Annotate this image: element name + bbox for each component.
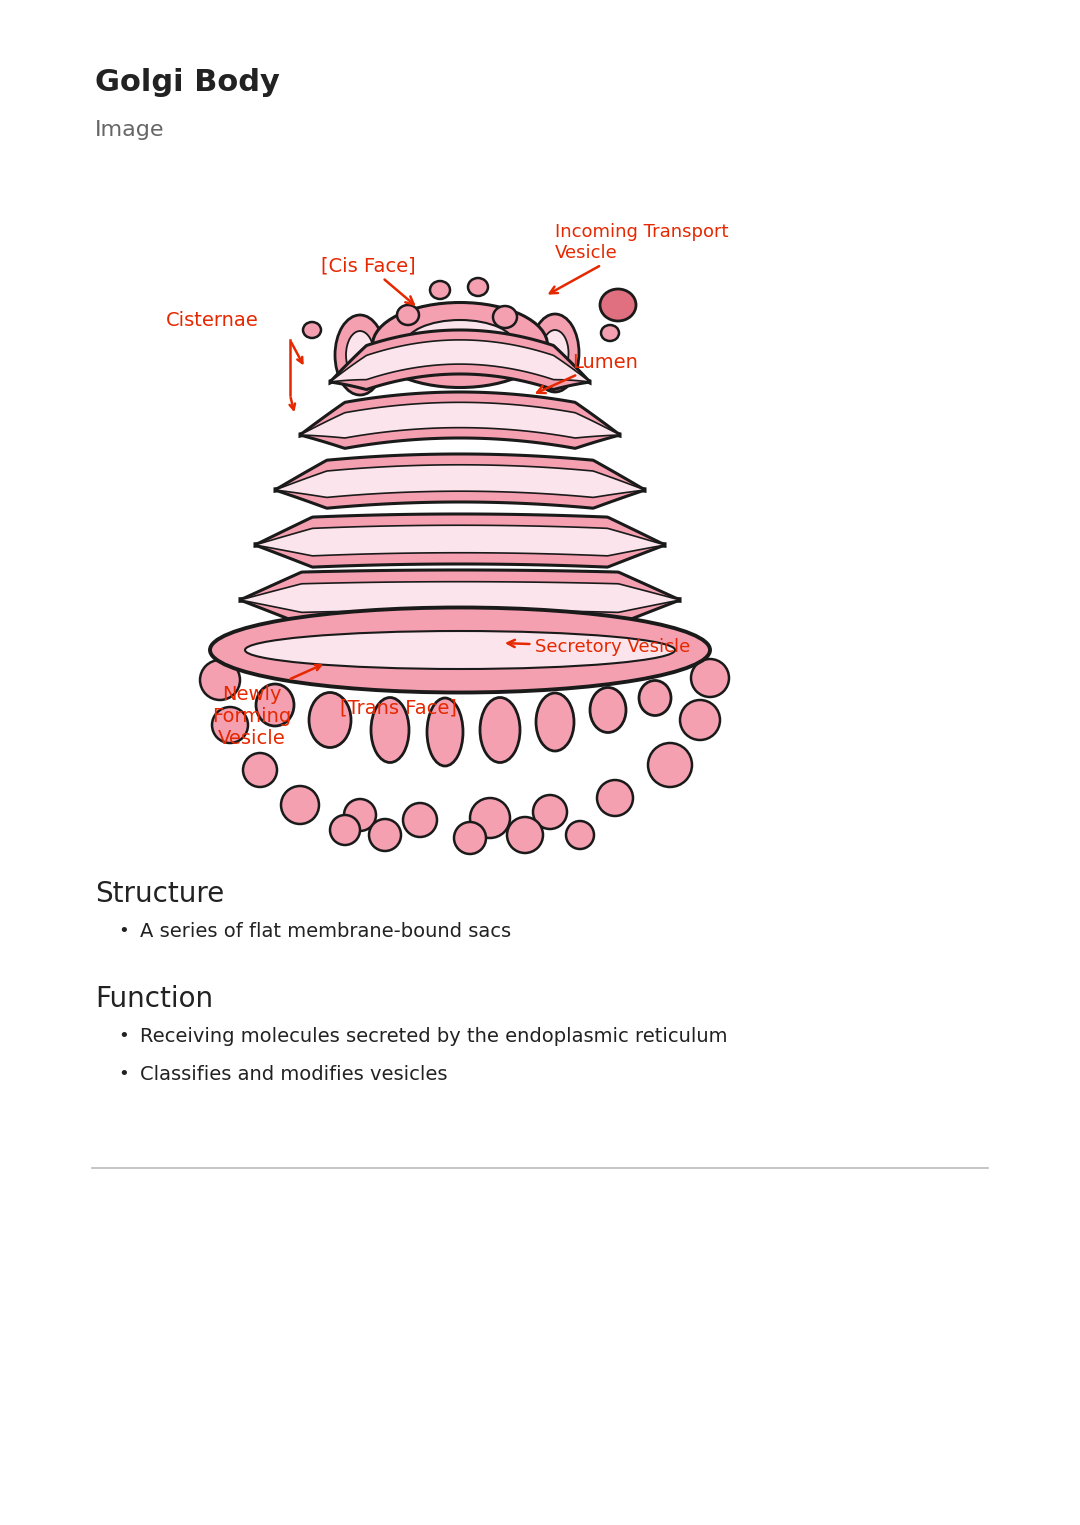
Text: Secretory Vesicle: Secretory Vesicle bbox=[508, 637, 690, 656]
Ellipse shape bbox=[680, 700, 720, 740]
Ellipse shape bbox=[492, 307, 517, 328]
Text: Newly
Forming
Vesicle: Newly Forming Vesicle bbox=[213, 685, 292, 747]
Ellipse shape bbox=[372, 697, 409, 762]
Polygon shape bbox=[275, 454, 645, 508]
Ellipse shape bbox=[590, 688, 626, 732]
Polygon shape bbox=[240, 570, 680, 624]
Ellipse shape bbox=[245, 631, 675, 669]
Polygon shape bbox=[330, 340, 590, 383]
Text: Classifies and modifies vesicles: Classifies and modifies vesicles bbox=[140, 1064, 447, 1084]
Ellipse shape bbox=[309, 692, 351, 747]
Polygon shape bbox=[300, 403, 620, 438]
Ellipse shape bbox=[454, 822, 486, 854]
Ellipse shape bbox=[480, 697, 519, 762]
Ellipse shape bbox=[403, 804, 437, 837]
Polygon shape bbox=[255, 514, 665, 567]
Ellipse shape bbox=[281, 785, 319, 824]
Text: Lumen: Lumen bbox=[537, 352, 638, 393]
Polygon shape bbox=[300, 392, 620, 448]
Ellipse shape bbox=[397, 305, 419, 325]
Text: Incoming Transport
Vesicle: Incoming Transport Vesicle bbox=[550, 223, 729, 293]
Ellipse shape bbox=[507, 817, 543, 852]
Text: Receiving molecules secreted by the endoplasmic reticulum: Receiving molecules secreted by the endo… bbox=[140, 1026, 728, 1046]
Text: A series of flat membrane-bound sacs: A series of flat membrane-bound sacs bbox=[140, 923, 511, 941]
Ellipse shape bbox=[330, 814, 360, 845]
Ellipse shape bbox=[345, 799, 376, 831]
Polygon shape bbox=[240, 581, 680, 613]
Ellipse shape bbox=[468, 278, 488, 296]
Text: Structure: Structure bbox=[95, 880, 225, 907]
Text: •: • bbox=[118, 1026, 129, 1045]
Text: Golgi Body: Golgi Body bbox=[95, 69, 280, 98]
Ellipse shape bbox=[369, 819, 401, 851]
Ellipse shape bbox=[373, 302, 548, 387]
Ellipse shape bbox=[566, 820, 594, 849]
Ellipse shape bbox=[639, 680, 671, 715]
Ellipse shape bbox=[531, 314, 579, 392]
Ellipse shape bbox=[600, 325, 619, 342]
Text: Cisternae: Cisternae bbox=[165, 311, 258, 329]
Ellipse shape bbox=[212, 708, 248, 743]
Text: Image: Image bbox=[95, 120, 164, 140]
Polygon shape bbox=[330, 329, 590, 389]
Ellipse shape bbox=[541, 329, 568, 377]
Ellipse shape bbox=[597, 779, 633, 816]
Ellipse shape bbox=[648, 743, 692, 787]
Ellipse shape bbox=[335, 316, 384, 395]
Ellipse shape bbox=[405, 320, 515, 371]
Ellipse shape bbox=[303, 322, 321, 339]
Ellipse shape bbox=[536, 692, 573, 750]
Text: •: • bbox=[118, 1064, 129, 1083]
Ellipse shape bbox=[256, 685, 294, 726]
Ellipse shape bbox=[691, 659, 729, 697]
Ellipse shape bbox=[427, 698, 463, 766]
Text: •: • bbox=[118, 923, 129, 939]
Ellipse shape bbox=[430, 281, 450, 299]
Polygon shape bbox=[255, 525, 665, 555]
Ellipse shape bbox=[470, 798, 510, 839]
Ellipse shape bbox=[600, 290, 636, 320]
Text: [Cis Face]: [Cis Face] bbox=[321, 256, 416, 305]
Ellipse shape bbox=[210, 607, 710, 692]
Polygon shape bbox=[275, 465, 645, 497]
Ellipse shape bbox=[534, 795, 567, 830]
Text: Function: Function bbox=[95, 985, 213, 1013]
Ellipse shape bbox=[346, 331, 374, 380]
Ellipse shape bbox=[243, 753, 276, 787]
Text: [Trans Face]: [Trans Face] bbox=[339, 698, 457, 717]
Ellipse shape bbox=[200, 660, 240, 700]
